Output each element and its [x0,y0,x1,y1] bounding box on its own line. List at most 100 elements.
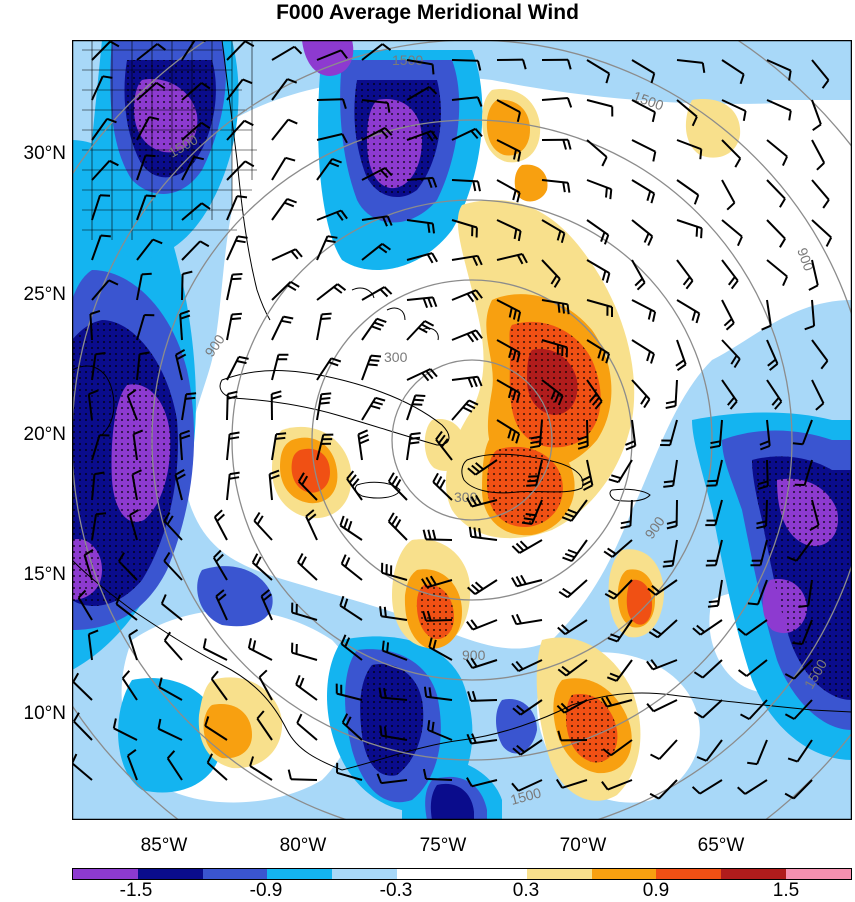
wind-barb-flag [663,486,673,487]
wind-barb-flag [321,318,331,319]
wind-barb-flag [428,720,429,730]
lat-label: 20°N [0,424,66,446]
wind-barb-flag [385,607,386,617]
wind-barb-flag [409,442,419,443]
lon-label: 65°W [676,835,766,857]
wind-barb-flag [275,438,285,439]
wind-barb-flag [701,228,702,238]
wind-barb-flag [663,566,673,567]
lat-label: 10°N [0,703,66,725]
colorbar-segment [332,869,397,879]
colorbar-label: 0.9 [626,880,686,902]
colorbar-segment [462,869,527,879]
lon-label: 70°W [538,835,628,857]
wind-barb-flag [410,438,420,439]
colorbar-label: 1.5 [756,880,816,902]
wind-barb-flag [321,393,331,394]
wind-barb-flag [96,513,106,514]
wind-barb-flag [186,393,196,394]
wind-barb-flag [428,223,429,233]
lon-label: 85°W [119,835,209,857]
colorbar-segment [397,869,462,879]
wind-barb-flag [558,303,559,313]
wind-barb [317,99,343,100]
wind-barb-flag [522,523,532,524]
colorbar-segment [527,869,592,879]
wind-barb-flag [524,518,534,519]
wind-barb-flag [380,606,381,616]
wind-barb-flag [606,188,607,198]
wind-barb-flag [474,528,475,538]
lon-label: 80°W [258,835,348,857]
colorbar-segment [138,869,203,879]
wind-barb-flag [563,304,564,314]
wind-barb-flag [100,195,110,196]
wind-barb-flag [322,314,332,315]
wind-barb-flag [383,641,384,651]
wind-barb-flag [425,687,426,697]
colorbar-label: 0.3 [496,880,556,902]
wind-barb-flag [664,561,674,562]
wind-barb-flag [96,353,106,354]
chart-title: F000 Average Meridional Wind [0,0,855,28]
wind-barb-flag [479,528,480,538]
colorbar-segment [73,869,138,879]
colorbar-segment [656,869,721,879]
wind-barb-flag [414,400,424,401]
wind-barb-flag [320,403,330,404]
wind-barb [452,60,478,61]
wind-barb-flag [321,398,331,399]
wind-barb-flag [432,722,433,732]
lon-label: 75°W [398,835,488,857]
wind-barb-flag [697,227,698,237]
wind-barb-flag [231,279,241,280]
map-canvas[interactable]: 300 300 900 900 900 900 1500 1500 1500 1… [72,40,852,820]
map-panel[interactable]: 300 300 900 900 900 900 1500 1500 1500 1… [72,40,852,820]
colorbar-label: -0.3 [366,880,426,902]
wind-barb-flag [707,481,717,482]
colorbar-label: -0.9 [236,880,296,902]
wind-barb-flag [146,196,156,197]
wind-barb-flag [700,149,701,159]
ring-label: 300 [384,349,408,365]
wind-barb-flag [380,726,381,736]
wind-barb-flag [237,196,247,197]
colorbar-label: -1.5 [106,880,166,902]
wind-barb-flag [792,643,802,644]
wind-barb-flag [185,398,195,399]
wind-barb-flag [415,395,425,396]
colorbar-segment [721,869,786,879]
wind-barb-flag [708,606,718,607]
colorbar-segment [203,869,268,879]
wind-barb-flag [232,274,242,275]
wind-barb-flag [526,514,536,515]
wind-barb-flag [142,274,152,275]
wind-barb [182,274,183,300]
wind-barb-flag [709,601,719,602]
wind-barb-flag [101,236,111,237]
colorbar [72,868,852,880]
wind-barb-flag [385,727,386,737]
wind-barb-flag [610,189,611,199]
lat-label: 25°N [0,284,66,306]
wind-barb-flag [369,360,379,361]
wind-barb-flag [232,314,242,315]
lat-label: 15°N [0,564,66,586]
wind-barb-flag [748,603,758,604]
wind-barb-flag [433,64,434,74]
wind-barb-flag [430,687,431,697]
wind-barb-flag [231,318,241,319]
wind-barb-flag [371,356,381,357]
wind-barb-flag [146,155,156,156]
wind-barb [426,779,452,780]
wind-barb-flag [387,642,388,652]
wind-barb-flag [568,304,569,314]
wind-barb-flag [470,527,471,537]
wind-barb-flag [747,763,757,764]
wind-barb-flag [664,481,674,482]
wind-barb-flag [433,224,434,234]
wind-barb-flag [276,433,286,434]
wind-barb-flag [798,606,808,607]
wind-barb-flag [368,364,378,365]
colorbar-segment [592,869,657,879]
